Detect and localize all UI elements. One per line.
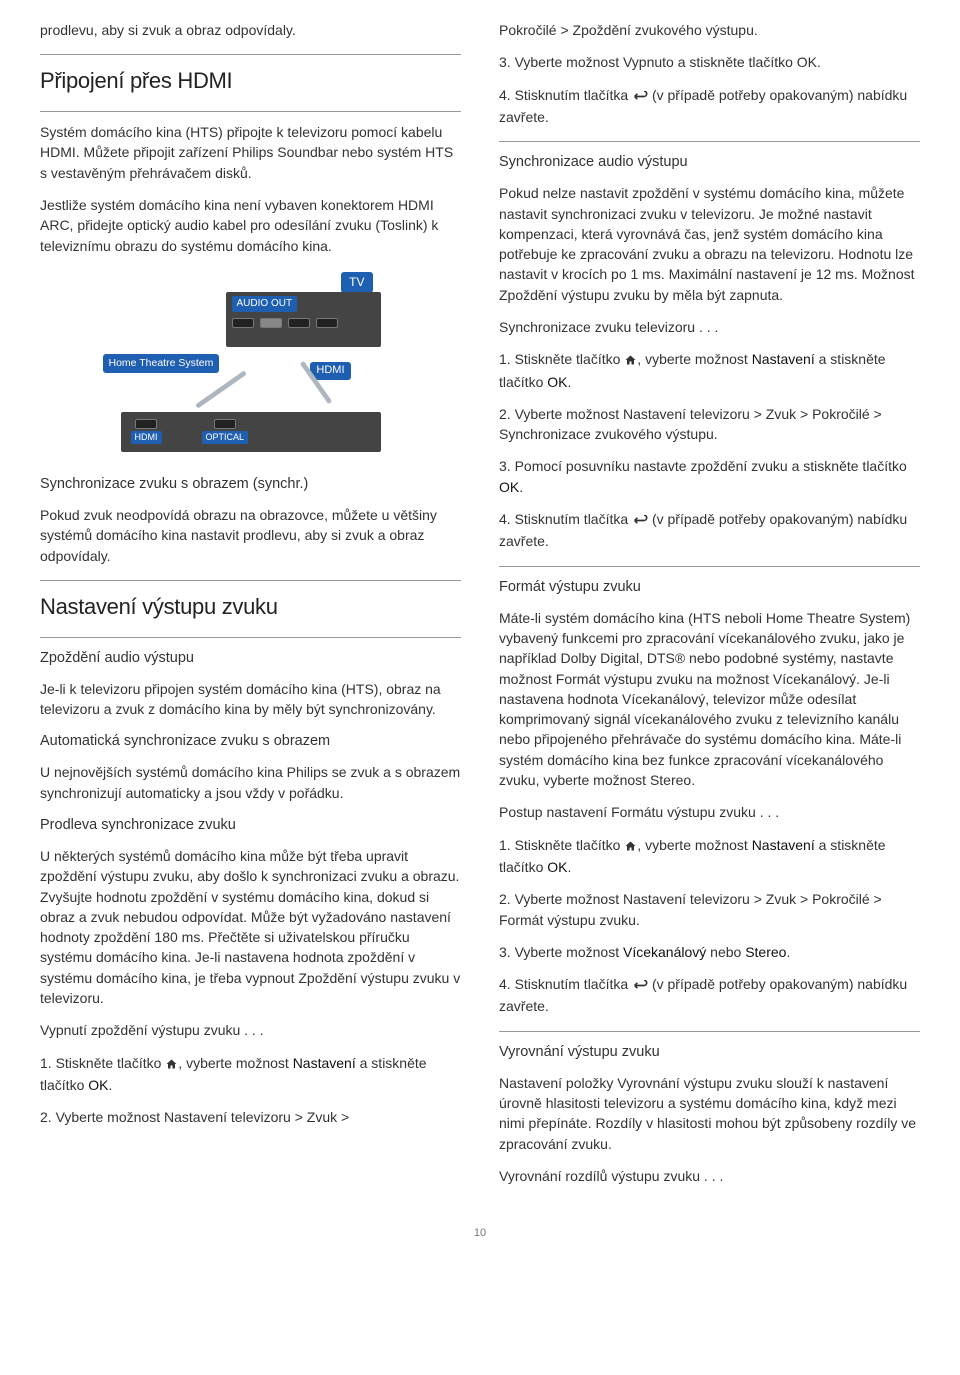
left-column: prodlevu, aby si zvuk a obraz odpovídaly… [40,20,461,1198]
diagram-cable [194,370,246,409]
step-text: 3. Vyberte možnost Vícekanálový nebo Ste… [499,942,920,962]
body-text: Synchronizace zvuku televizoru . . . [499,317,920,337]
diagram-hts-label: Home Theatre System [103,354,220,373]
body-text: Jestliže systém domácího kina není vybav… [40,195,461,256]
text-run: 3. Vyberte možnost [499,944,623,960]
subheading: Formát výstupu zvuku [499,577,920,598]
diagram-port [288,318,310,328]
text-run: . [567,859,571,875]
step-text: 2. Vyberte možnost Nastavení televizoru … [499,889,920,930]
home-icon [165,1055,178,1075]
text-run: nebo [706,944,745,960]
step-text: 3. Vyberte možnost Vypnuto a stiskněte t… [499,52,920,72]
text-run: 1. Stiskněte tlačítko [40,1055,165,1071]
text-run: . [567,374,571,390]
body-text: U nejnovějších systémů domácího kina Phi… [40,762,461,803]
step-text: 1. Stiskněte tlačítko , vyberte možnost … [40,1053,461,1096]
text-run: Stereo [745,944,786,960]
step-text: 2. Vyberte možnost Nastavení televizoru … [40,1107,461,1127]
body-text: Postup nastavení Formátu výstupu zvuku .… [499,802,920,822]
body-text: Vypnutí zpoždění výstupu zvuku . . . [40,1020,461,1040]
body-text: Nastavení položky Vyrovnání výstupu zvuk… [499,1073,920,1154]
home-icon [624,351,637,371]
step-text: 1. Stiskněte tlačítko , vyberte možnost … [499,349,920,392]
subheading: Prodleva synchronizace zvuku [40,815,461,836]
text-run: OK [88,1077,108,1093]
divider [40,637,461,638]
heading-hdmi: Připojení přes HDMI [40,65,461,97]
body-text: Pokud zvuk neodpovídá obrazu na obrazovc… [40,505,461,566]
divider [499,1031,920,1032]
subheading: Zpoždění audio výstupu [40,648,461,669]
body-text: U některých systémů domácího kina může b… [40,846,461,1008]
diagram-optical-port: OPTICAL [202,431,249,444]
text-run: OK [499,479,519,495]
divider [499,566,920,567]
text-run: Vícekanálový [623,944,706,960]
text-run: . [786,944,790,960]
text-run: , vyberte možnost [637,837,751,853]
back-icon [632,511,648,531]
text-run: . [519,479,523,495]
subheading: Automatická synchronizace zvuku s obraze… [40,731,461,752]
subheading: Vyrovnání výstupu zvuku [499,1042,920,1063]
two-column-layout: prodlevu, aby si zvuk a obraz odpovídaly… [40,20,920,1198]
body-text: Pokud nelze nastavit zpoždění v systému … [499,183,920,305]
diagram-audio-out-box: AUDIO OUT [226,292,381,347]
home-icon [624,837,637,857]
diagram-port [316,318,338,328]
step-text: 3. Pomocí posuvníku nastavte zpoždění zv… [499,456,920,497]
intro-fragment: prodlevu, aby si zvuk a obraz odpovídaly… [40,20,461,40]
body-text: Pokročilé > Zpoždění zvukového výstupu. [499,20,920,40]
divider [40,111,461,112]
subheading: Synchronizace zvuku s obrazem (synchr.) [40,474,461,495]
diagram-port [232,318,254,328]
diagram-audio-out-label: AUDIO OUT [232,296,298,313]
divider [40,580,461,581]
subheading: Synchronizace audio výstupu [499,152,920,173]
step-text: 4. Stisknutím tlačítka (v případě potřeb… [499,85,920,128]
text-run: 3. Pomocí posuvníku nastavte zpoždění zv… [499,458,907,474]
back-icon [632,87,648,107]
right-column: Pokročilé > Zpoždění zvukového výstupu. … [499,20,920,1198]
diagram-hdmi-port: HDMI [131,431,162,444]
body-text: Vyrovnání rozdílů výstupu zvuku . . . [499,1166,920,1186]
heading-audio-out: Nastavení výstupu zvuku [40,591,461,623]
diagram-port [260,318,282,328]
text-run: 4. Stisknutím tlačítka [499,511,632,527]
step-text: 4. Stisknutím tlačítka (v případě potřeb… [499,509,920,552]
step-text: 4. Stisknutím tlačítka (v případě potřeb… [499,974,920,1017]
text-run: 4. Stisknutím tlačítka [499,976,632,992]
diagram-tv-label: TV [341,272,372,293]
text-run: Nastavení [752,351,815,367]
text-run: 1. Stiskněte tlačítko [499,837,624,853]
text-run: 4. Stisknutím tlačítka [499,87,632,103]
divider [40,54,461,55]
text-run: OK [547,859,567,875]
back-icon [632,976,648,996]
text-run: Nastavení [752,837,815,853]
text-run: OK [547,374,567,390]
text-run: 1. Stiskněte tlačítko [499,351,624,367]
page-number: 10 [40,1226,920,1242]
body-text: Systém domácího kina (HTS) připojte k te… [40,122,461,183]
body-text: Máte-li systém domácího kina (HTS neboli… [499,608,920,791]
step-text: 1. Stiskněte tlačítko , vyberte možnost … [499,835,920,878]
step-text: 2. Vyberte možnost Nastavení televizoru … [499,404,920,445]
text-run: . [108,1077,112,1093]
diagram-hdmi-label: HDMI [310,362,350,380]
text-run: , vyberte možnost [637,351,751,367]
body-text: Je-li k televizoru připojen systém domác… [40,679,461,720]
diagram-bottom-panel: HDMI OPTICAL [121,412,381,452]
text-run: , vyberte možnost [178,1055,292,1071]
text-run: Nastavení [293,1055,356,1071]
divider [499,141,920,142]
connection-diagram: TV AUDIO OUT Home Theatre System HDMI HD… [40,272,461,452]
